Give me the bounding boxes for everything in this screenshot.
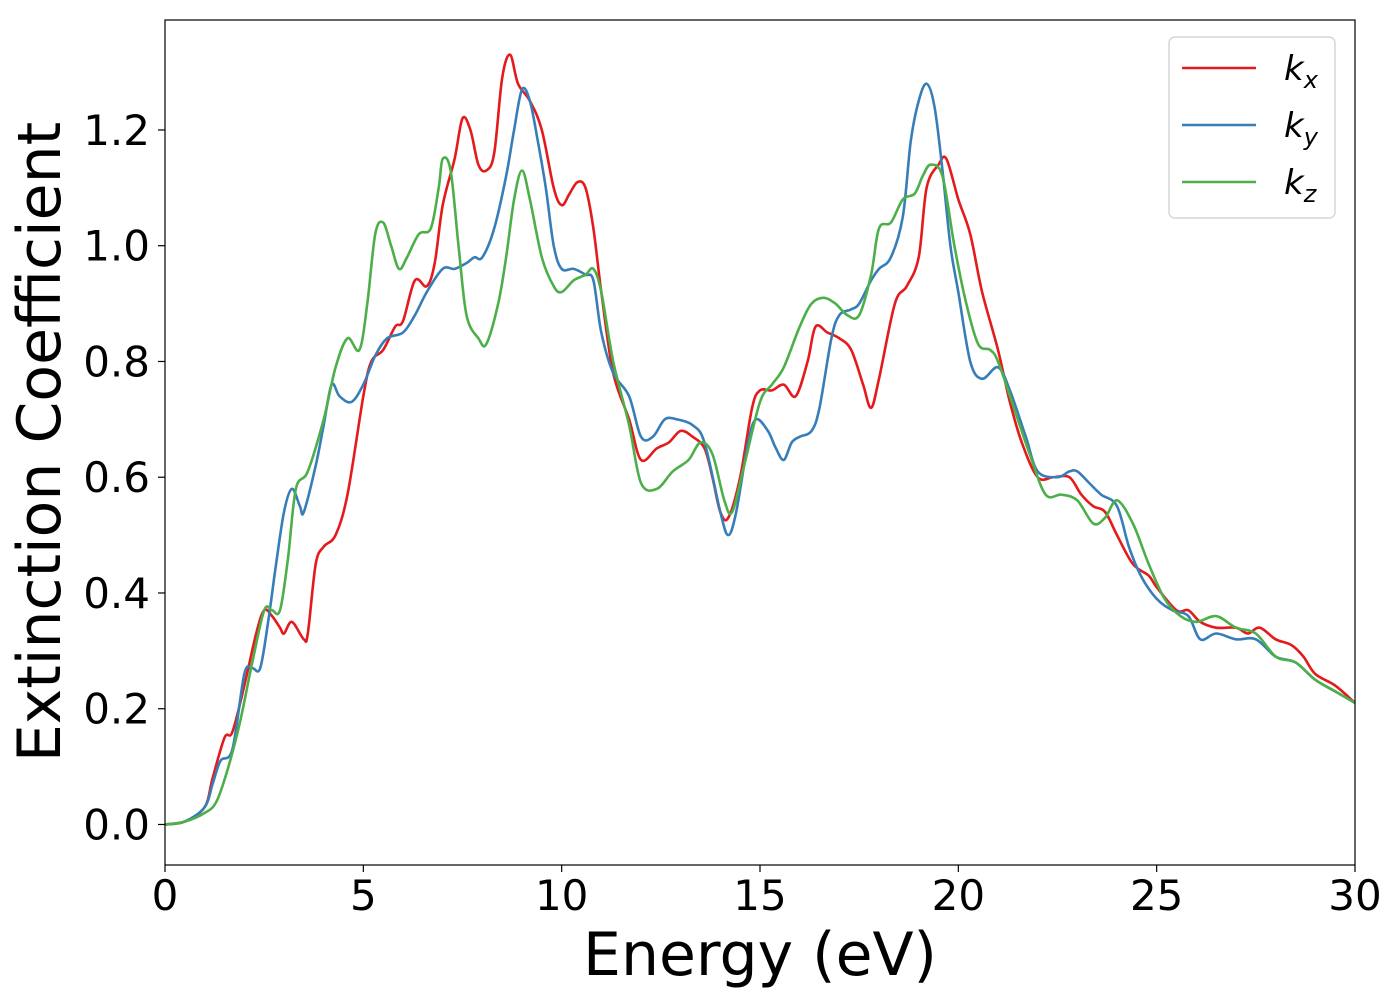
y-tick-label: 0.6 xyxy=(83,453,150,502)
legend-label-kz: kz xyxy=(1284,163,1318,208)
x-tick-label: 25 xyxy=(1130,871,1183,920)
x-tick-label: 0 xyxy=(152,871,179,920)
x-tick-label: 10 xyxy=(535,871,588,920)
x-axis: 0 5 10 15 20 25 30 xyxy=(152,865,1382,920)
x-tick-label: 15 xyxy=(733,871,786,920)
y-axis: 0.0 0.2 0.4 0.6 0.8 1.0 1.2 xyxy=(83,106,165,849)
series-layer xyxy=(165,53,1355,826)
x-axis-title: Energy (eV) xyxy=(583,920,937,990)
legend-label-ky: ky xyxy=(1284,106,1319,151)
y-tick-label: 1.2 xyxy=(83,106,150,155)
x-tick-label: 20 xyxy=(932,871,985,920)
series-line-kz xyxy=(165,156,1355,826)
series-line-ky xyxy=(165,82,1355,826)
legend-box xyxy=(1168,36,1336,219)
legend: kx ky kz xyxy=(1168,36,1336,219)
y-axis-title: Extinction Coefficient xyxy=(5,122,75,762)
series-line-kx xyxy=(165,53,1355,826)
y-tick-label: 0.4 xyxy=(83,569,150,618)
y-tick-label: 1.0 xyxy=(83,222,150,271)
x-tick-label: 30 xyxy=(1328,871,1381,920)
x-tick-label: 5 xyxy=(350,871,377,920)
y-tick-label: 0.2 xyxy=(83,685,150,734)
y-tick-label: 0.0 xyxy=(83,800,150,849)
y-tick-label: 0.8 xyxy=(83,337,150,386)
legend-label-kx: kx xyxy=(1284,49,1319,94)
